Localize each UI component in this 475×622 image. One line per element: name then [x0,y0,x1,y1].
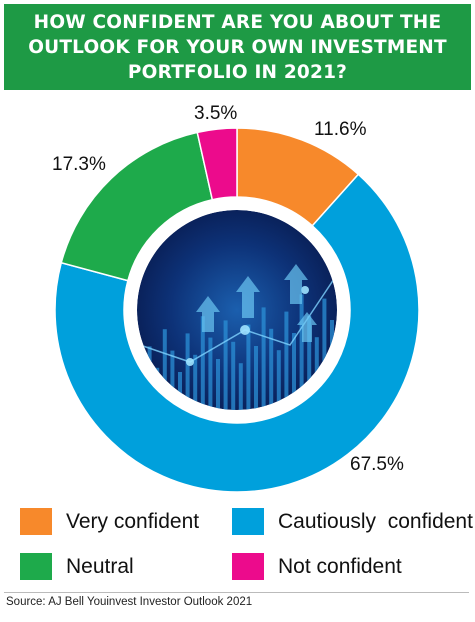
donut-slices [54,127,420,493]
donut-chart: 11.6% 67.5% 17.3% 3.5% [52,103,420,493]
center-image-bar [307,315,312,410]
legend-label-neutral: Neutral [66,554,134,578]
legend-item-neutral: Neutral [20,553,134,580]
slice-label-cautiously-confident: 67.5% [350,454,404,475]
slice-label-very-confident: 11.6% [314,119,367,140]
center-image-bar [170,350,175,410]
center-image-bar [269,328,274,410]
center-image-bar [178,372,182,410]
legend-swatch-neutral [20,553,52,580]
center-image-bar [208,337,213,410]
slice-label-neutral: 17.3% [52,154,106,175]
center-image-bar [162,329,167,410]
center-image-bar [193,354,198,410]
legend-label-cautiously-confident: Cautiously confident [278,509,473,533]
center-image-bar [231,341,236,410]
center-image-bar [200,316,205,410]
legend-item-very-confident: Very confident [20,508,199,535]
center-image-bar [185,333,190,410]
title-line-3: PORTFOLIO IN 2021? [127,61,348,83]
center-image-bar [223,320,228,410]
center-image-bar [246,324,251,410]
legend-swatch-cautiously-confident [232,508,264,535]
center-image-bar [322,298,327,410]
source-note: Source: AJ Bell Youinvest Investor Outlo… [6,596,253,608]
center-image-bar [238,363,243,410]
slice-not-confident [196,127,238,201]
center-image-bar [299,294,304,410]
title-line-2: OUTLOOK FOR YOUR OWN INVESTMENT [28,36,447,58]
slice-cautiously-confident [54,173,420,493]
center-market-image [137,210,337,410]
legend-item-not-confident: Not confident [232,553,402,580]
center-image-bar [216,359,220,410]
title-banner: HOW CONFIDENT ARE YOU ABOUT THE OUTLOOK … [4,4,471,90]
legend-swatch-not-confident [232,553,264,580]
legend-label-not-confident: Not confident [278,554,402,578]
legend-swatch-very-confident [20,508,52,535]
legend-item-cautiously-confident: Cautiously confident [232,508,473,535]
center-image-bar [261,307,266,410]
slice-label-not-confident: 3.5% [194,103,237,124]
center-image-bar [284,311,289,410]
legend-label-very-confident: Very confident [66,509,200,533]
source-divider [4,592,469,593]
center-image-bar [292,333,296,410]
chart-legend: Very confident Cautiously confident Neut… [20,508,473,588]
title-line-1: HOW CONFIDENT ARE YOU ABOUT THE [33,11,442,33]
center-image-bar [276,350,281,410]
center-image-bar [254,346,258,410]
